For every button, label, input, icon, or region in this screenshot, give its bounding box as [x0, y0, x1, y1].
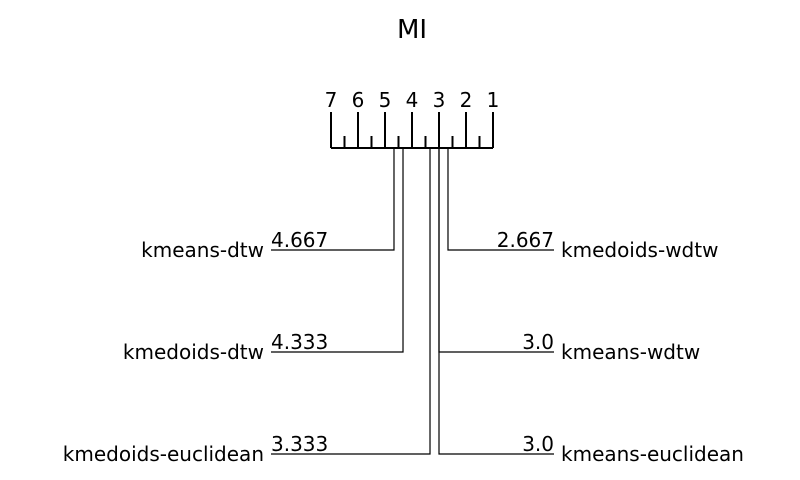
rank-value-label: 3.333: [271, 432, 328, 456]
rank-value-label: 2.667: [497, 228, 554, 252]
tick-label: 6: [352, 88, 365, 112]
rank-value-label: 3.0: [522, 330, 554, 354]
tick-label: 7: [325, 88, 338, 112]
tick-label: 2: [460, 88, 473, 112]
rank-connector: [438, 148, 554, 455]
tick-label: 1: [487, 88, 500, 112]
tick-label: 5: [379, 88, 392, 112]
method-name-label: kmedoids-wdtw: [561, 238, 718, 262]
chart-title: MI: [397, 15, 427, 45]
rank-connector: [271, 148, 431, 455]
rank-value-label: 4.667: [271, 228, 328, 252]
tick-label: 3: [433, 88, 446, 112]
rank-connector: [271, 148, 395, 251]
tick-label: 4: [406, 88, 419, 112]
method-name-label: kmeans-wdtw: [561, 340, 700, 364]
method-name-label: kmeans-euclidean: [561, 442, 744, 466]
rank-connector: [447, 148, 554, 251]
method-name-label: kmedoids-euclidean: [63, 442, 264, 466]
rank-connector: [271, 148, 404, 353]
rank-value-label: 3.0: [522, 432, 554, 456]
rank-value-label: 4.333: [271, 330, 328, 354]
method-name-label: kmedoids-dtw: [123, 340, 264, 364]
method-name-label: kmeans-dtw: [141, 238, 264, 262]
method-markers: 4.667 kmeans-dtw 4.333 kmedoids-dtw 3.333 kme…: [63, 148, 744, 466]
